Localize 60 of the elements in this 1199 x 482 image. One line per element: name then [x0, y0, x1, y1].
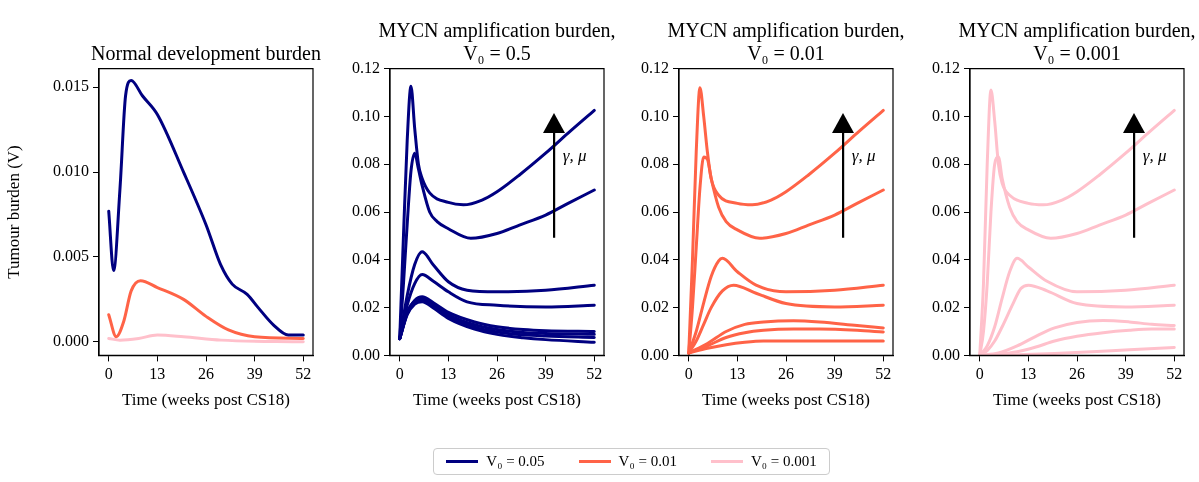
x-axis-title: Time (weeks post CS18)	[993, 390, 1161, 410]
y-tick-label: 0.12	[932, 58, 960, 76]
x-tick-label: 26	[1069, 365, 1085, 383]
y-tick-label: 0.12	[352, 58, 380, 76]
chart-title: MYCN amplification burden, V₀ = 0.001	[958, 18, 1196, 64]
y-tick-label: 0.00	[352, 345, 380, 363]
y-tick-label: 0.04	[641, 250, 669, 267]
legend-label: V₀ = 0.05	[486, 453, 545, 470]
x-tick-label: 52	[1166, 365, 1183, 383]
y-tick-label: 0.12	[641, 58, 669, 76]
x-tick-label: 0	[975, 365, 984, 383]
y-tick-label: 0.02	[932, 297, 960, 315]
x-tick-label: 0	[395, 365, 404, 383]
x-tick-label: 52	[295, 365, 312, 383]
x-axis-title: Time (weeks post CS18)	[413, 390, 581, 410]
y-tick-label: 0.015	[53, 77, 89, 95]
annotation: γ, μ	[562, 146, 587, 167]
x-tick-label: 39	[1117, 365, 1134, 383]
x-tick-label: 52	[586, 365, 603, 383]
y-tick-label: 0.00	[932, 345, 960, 363]
y-tick-label: 0.005	[53, 247, 89, 265]
annotation: γ, μ	[1142, 146, 1167, 167]
y-tick-label: 0.08	[932, 154, 960, 172]
y-tick-label: 0.000	[53, 332, 89, 350]
y-tick-label: 0.00	[641, 345, 669, 363]
x-tick-label: 0	[104, 365, 113, 383]
x-axis-title: Time (weeks post CS18)	[122, 390, 290, 410]
y-tick-label: 0.06	[352, 202, 380, 220]
annotation: γ, μ	[851, 146, 876, 167]
y-tick-label: 0.02	[352, 297, 380, 315]
y-tick-label: 0.10	[352, 106, 380, 124]
chart-title: MYCN amplification burden, V₀ = 0.5	[378, 18, 616, 64]
y-tick-label: 0.010	[53, 162, 89, 180]
x-tick-label: 0	[684, 365, 693, 383]
x-tick-label: 26	[489, 365, 505, 383]
y-tick-label: 0.08	[352, 154, 380, 172]
x-tick-label: 39	[537, 365, 554, 383]
x-tick-label: 13	[440, 365, 457, 383]
y-tick-label: 0.04	[932, 250, 960, 267]
x-axis-title: Time (weeks post CS18)	[702, 390, 870, 410]
y-tick-label: 0.10	[932, 106, 960, 124]
chart-title: MYCN amplification burden, V₀ = 0.01	[667, 18, 905, 64]
x-tick-label: 39	[826, 365, 843, 383]
y-axis-title: Tumour burden (V)	[3, 145, 23, 279]
x-tick-label: 26	[198, 365, 214, 383]
y-tick-label: 0.08	[641, 154, 669, 172]
legend-label: V₀ = 0.01	[618, 453, 677, 470]
y-tick-label: 0.04	[352, 250, 380, 267]
y-tick-label: 0.06	[641, 202, 669, 220]
x-tick-label: 26	[778, 365, 794, 383]
y-tick-label: 0.06	[932, 202, 960, 220]
x-tick-label: 52	[875, 365, 892, 383]
legend-label: V₀ = 0.001	[750, 453, 817, 470]
x-tick-label: 39	[246, 365, 263, 383]
y-tick-label: 0.10	[641, 106, 669, 124]
y-tick-label: 0.02	[641, 297, 669, 315]
x-tick-label: 13	[729, 365, 746, 383]
chart-title: Normal development burden	[90, 41, 322, 65]
x-tick-label: 13	[149, 365, 166, 383]
x-tick-label: 13	[1020, 365, 1037, 383]
